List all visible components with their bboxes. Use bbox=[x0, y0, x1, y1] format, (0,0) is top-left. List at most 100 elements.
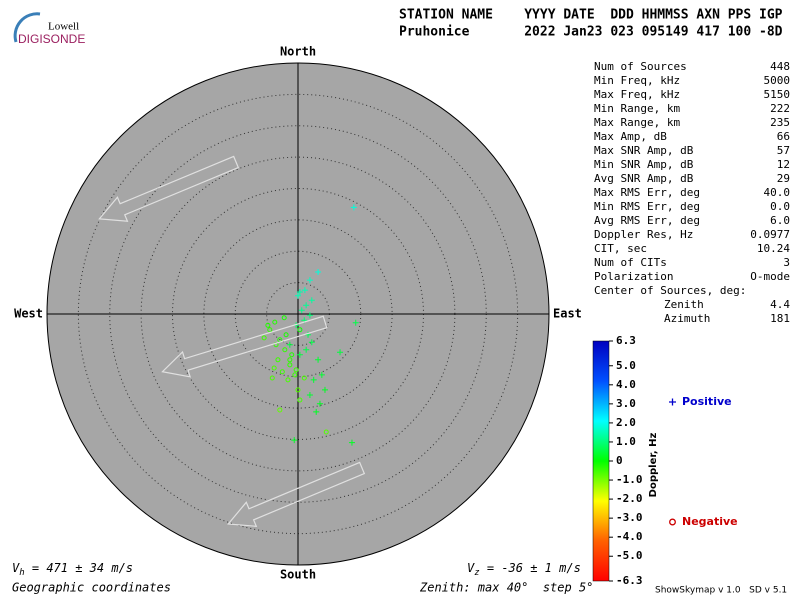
stat-value: 40.0 bbox=[764, 186, 791, 199]
stat-value: 5150 bbox=[764, 88, 791, 101]
stat-label: Doppler Res, Hz bbox=[594, 228, 693, 241]
drift-arrow bbox=[161, 315, 328, 378]
stat-label: Max SNR Amp, dB bbox=[594, 144, 694, 157]
stat-value: 448 bbox=[770, 60, 790, 73]
stat-value: O-mode bbox=[750, 270, 790, 283]
stat-value: 66 bbox=[777, 130, 790, 143]
zenith-note: Zenith: max 40° step 5° bbox=[419, 581, 593, 595]
source-positive bbox=[296, 289, 303, 296]
stat-value: 0.0977 bbox=[750, 228, 790, 241]
vz-text: = -36 ± 1 m/s bbox=[480, 561, 581, 575]
source-negative bbox=[275, 357, 281, 363]
colorbar-tick-label: -2.0 bbox=[616, 492, 643, 505]
stat-label: Polarization bbox=[594, 270, 673, 283]
colorbar-tick-label: 5.0 bbox=[616, 359, 636, 372]
dir-label: North bbox=[280, 45, 316, 59]
source-negative bbox=[301, 375, 307, 381]
source-positive bbox=[352, 319, 359, 326]
stats-table: Num of Sources 448 Min Freq, kHz 5000 Max Fr… bbox=[594, 60, 790, 325]
source-positive bbox=[350, 204, 357, 211]
stat-value: 12 bbox=[777, 158, 790, 171]
source-positive bbox=[308, 339, 315, 346]
source-positive bbox=[291, 437, 298, 444]
vh-symbol: V bbox=[12, 561, 20, 575]
source-positive bbox=[315, 268, 322, 275]
stat-label: Max Freq, kHz bbox=[594, 88, 680, 101]
source-negative bbox=[287, 357, 293, 363]
colorbar-tick-label: -4.0 bbox=[616, 530, 643, 543]
colorbar-tick-label: 2.0 bbox=[616, 416, 636, 429]
vh-text: = 471 ± 34 m/s bbox=[25, 561, 133, 575]
source-positive bbox=[315, 356, 322, 363]
source-positive bbox=[296, 351, 303, 358]
colorbar-label: Doppler, Hz bbox=[648, 433, 659, 498]
stat-value: 181 bbox=[770, 312, 790, 325]
colorbar-tick-label: -5.0 bbox=[616, 549, 643, 562]
header-labels: STATION NAME YYYY DATE DDD HHMMSS AXN PP… bbox=[399, 8, 783, 23]
dir-label: East bbox=[553, 307, 582, 321]
colorbar: 6.3 5.0 4.0 3.0 2.0 1.0 0 -1.0 -2.0 -3.0 -4.0 -5.0 -… bbox=[592, 334, 659, 587]
colorbar-tick-label: -3.0 bbox=[616, 511, 643, 524]
legend-label: Positive bbox=[682, 395, 732, 408]
colorbar-tick-label: 4.0 bbox=[616, 378, 636, 391]
header-values: Pruhonice 2022 Jan23 023 095149 417 100 … bbox=[399, 25, 783, 40]
stat-label: Azimuth bbox=[664, 312, 710, 325]
stat-value: 235 bbox=[770, 116, 790, 129]
source-negative bbox=[281, 315, 287, 321]
stat-label: Zenith bbox=[664, 298, 704, 311]
source-positive bbox=[303, 346, 310, 353]
source-negative bbox=[293, 367, 299, 373]
stat-label: Num of Sources bbox=[594, 60, 687, 73]
stat-label: Min Range, km bbox=[594, 102, 680, 115]
stat-label: Avg RMS Err, deg bbox=[594, 214, 700, 227]
legend-label: Negative bbox=[682, 515, 738, 528]
logo-top: Lowell bbox=[48, 21, 79, 33]
source-negative bbox=[297, 397, 303, 403]
source-positive bbox=[310, 376, 317, 383]
legend-item: Positive bbox=[669, 395, 732, 408]
source-negative bbox=[267, 327, 273, 333]
stat-value: 5000 bbox=[764, 74, 791, 87]
legend-marker bbox=[669, 518, 676, 526]
source-positive bbox=[306, 391, 313, 398]
source-positive bbox=[316, 400, 323, 407]
source-positive bbox=[301, 287, 308, 294]
version: ShowSkymap v 1.0 SD v 5.1 bbox=[655, 586, 787, 596]
stat-label: Avg SNR Amp, dB bbox=[594, 172, 694, 185]
stat-value: 10.24 bbox=[757, 242, 790, 255]
stat-label: Max Amp, dB bbox=[594, 130, 667, 143]
source-positive bbox=[286, 341, 293, 348]
vz: Vz = -36 ± 1 m/s bbox=[467, 561, 581, 578]
colorbar-tick-label: 0 bbox=[616, 454, 623, 467]
stat-label: Min Freq, kHz bbox=[594, 74, 680, 87]
stat-value: 3 bbox=[783, 256, 790, 269]
source-negative bbox=[289, 352, 295, 358]
source-positive bbox=[303, 302, 310, 309]
stat-value: 4.4 bbox=[770, 298, 790, 311]
source-negative bbox=[292, 372, 298, 378]
source-positive bbox=[321, 386, 328, 393]
source-negative bbox=[272, 319, 278, 325]
source-positive bbox=[308, 297, 315, 304]
stat-label: Max RMS Err, deg bbox=[594, 186, 700, 199]
stat-label: Min SNR Amp, dB bbox=[594, 158, 694, 171]
coords-note: Geographic coordinates bbox=[12, 581, 171, 595]
stat-value: 6.0 bbox=[770, 214, 790, 227]
stat-label: Max Range, km bbox=[594, 116, 680, 129]
colorbar-tick-label: -1.0 bbox=[616, 473, 643, 486]
vz-symbol: V bbox=[467, 561, 475, 575]
source-negative bbox=[269, 375, 275, 381]
legend-marker bbox=[669, 398, 676, 406]
source-positive bbox=[298, 307, 305, 314]
vh-sub: h bbox=[19, 568, 24, 578]
colorbar-tick-label: 6.3 bbox=[616, 334, 636, 347]
source-negative bbox=[271, 365, 277, 371]
stat-label: Min RMS Err, deg bbox=[594, 200, 700, 213]
source-negative bbox=[265, 322, 271, 328]
logo-swirl bbox=[13, 12, 41, 43]
colorbar-rect bbox=[592, 340, 610, 582]
drift-arrow bbox=[98, 155, 240, 222]
stat-label: CIT, sec bbox=[594, 242, 647, 255]
colorbar-tick-label: 3.0 bbox=[616, 397, 636, 410]
